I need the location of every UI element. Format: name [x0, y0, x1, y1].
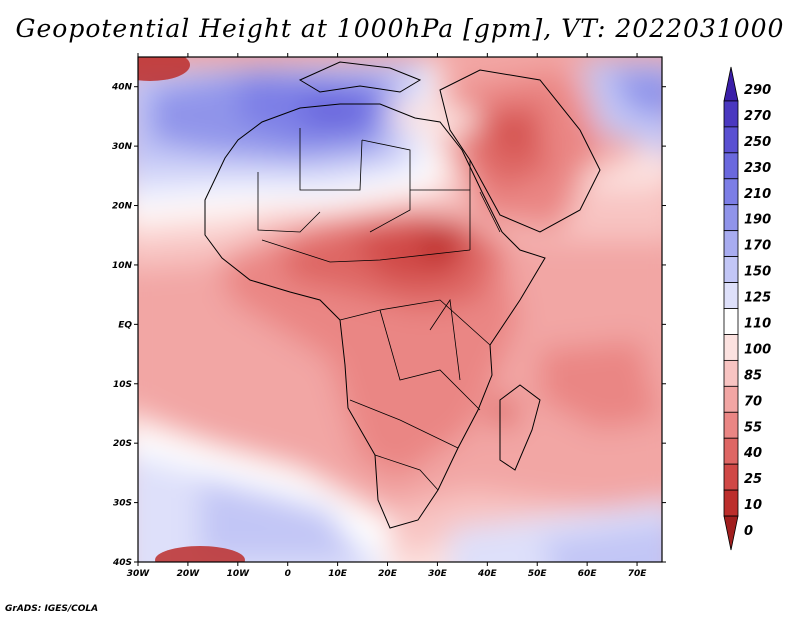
field-low-sw	[155, 546, 245, 562]
colorbar-label: 40	[743, 446, 762, 461]
colorbar-label: 70	[744, 394, 762, 409]
colorbar-swatch	[723, 126, 739, 154]
colorbar-swatch	[723, 230, 739, 258]
lat-label: 20N	[112, 202, 133, 212]
colorbar-swatch	[723, 359, 739, 387]
colorbar-labels: 2902702502302101901701501251101008570554…	[743, 83, 771, 539]
lon-label: 30W	[127, 569, 151, 579]
colorbar-swatch	[723, 204, 739, 232]
colorbar-label: 55	[744, 420, 762, 435]
lat-label: 30S	[113, 499, 132, 509]
colorbar-label: 150	[744, 265, 771, 280]
colorbar-swatch	[723, 334, 739, 361]
colorbar-label: 270	[744, 109, 771, 124]
colorbar-swatch	[723, 489, 739, 517]
colorbar-label: 110	[744, 316, 771, 331]
lat-label: 40S	[112, 558, 132, 568]
lon-label: 40E	[477, 569, 498, 579]
colorbar-label: 170	[744, 239, 771, 254]
colorbar-label: 250	[744, 135, 771, 150]
lat-label: 40N	[111, 83, 133, 93]
lat-label: EQ	[118, 320, 132, 330]
height-field	[138, 57, 662, 562]
lat-label: 10S	[113, 380, 132, 390]
plot-frame	[137, 56, 663, 563]
colorbar-swatch	[723, 437, 739, 465]
colorbar-swatch	[723, 282, 739, 309]
lon-label: 10W	[227, 569, 251, 579]
colorbar-swatch	[723, 178, 739, 206]
colorbar-label: 230	[744, 161, 771, 176]
colorbar-swatch	[723, 152, 739, 180]
lon-label: 20E	[378, 569, 398, 579]
colorbar-swatch	[723, 515, 739, 551]
field-low-nw	[138, 57, 190, 81]
country-borders	[257, 128, 501, 491]
colorbar-label: 25	[744, 472, 762, 487]
lat-label: 10N	[112, 261, 133, 271]
colorbar-swatch	[723, 385, 739, 413]
colorbar-swatch	[723, 463, 739, 491]
lon-label: 60E	[578, 569, 598, 579]
lon-label: 30E	[428, 569, 448, 579]
lon-label: 10E	[328, 569, 348, 579]
colorbar-swatch	[723, 411, 739, 439]
page-title: Geopotential Height at 1000hPa [gpm], VT…	[15, 14, 785, 43]
colorbar-label: 0	[744, 524, 753, 539]
latitude-labels: 40N 30N 20N 10N EQ 10S 20S 30S 40S	[111, 83, 133, 568]
colorbar-swatch	[723, 100, 739, 128]
lat-label: 20S	[113, 439, 132, 449]
lat-label: 30N	[112, 142, 133, 152]
lon-label: 70E	[628, 569, 648, 579]
software-credit: GrADS: IGES/COLA	[5, 604, 99, 614]
colorbar-label: 125	[744, 291, 771, 306]
colorbar-swatch	[723, 308, 739, 335]
colorbar-label: 100	[744, 342, 771, 357]
colorbar-label: 290	[744, 83, 771, 98]
axis-ticks	[134, 53, 666, 566]
colorbar-label: 10	[744, 498, 762, 513]
lon-label: 0	[285, 569, 291, 579]
longitude-labels: 30W 20W 10W 0 10E 20E 30E 40E 50E 60E 70E	[127, 569, 647, 579]
lon-label: 20W	[177, 569, 201, 579]
colorbar-swatch	[723, 66, 739, 102]
coastlines	[204, 61, 601, 529]
lon-label: 50E	[528, 569, 548, 579]
colorbar-label: 210	[744, 187, 771, 202]
colorbar-label: 190	[744, 213, 771, 228]
colorbar-swatch	[723, 256, 739, 283]
colorbar-label: 85	[744, 368, 762, 383]
colorbar	[723, 66, 739, 551]
